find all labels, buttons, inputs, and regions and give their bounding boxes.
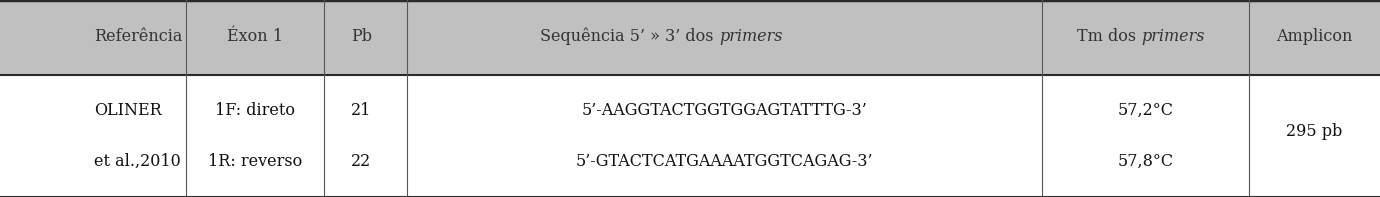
Text: primers: primers bbox=[1141, 28, 1205, 45]
Text: OLINER: OLINER bbox=[94, 102, 161, 119]
Text: 22: 22 bbox=[352, 153, 371, 170]
Text: Éxon 1: Éxon 1 bbox=[228, 28, 283, 45]
Text: 1F: direto: 1F: direto bbox=[215, 102, 295, 119]
Text: 21: 21 bbox=[352, 102, 371, 119]
Text: 5’-AAGGTACTGGTGGAGTATTTG-3’: 5’-AAGGTACTGGTGGAGTATTTG-3’ bbox=[581, 102, 868, 119]
Text: primers: primers bbox=[719, 28, 782, 45]
Text: 295 pb: 295 pb bbox=[1286, 124, 1343, 140]
Text: 57,2°C: 57,2°C bbox=[1118, 102, 1173, 119]
Text: Tm dos: Tm dos bbox=[1076, 28, 1141, 45]
Text: et al.,2010: et al.,2010 bbox=[94, 153, 181, 170]
Text: Referência: Referência bbox=[94, 28, 182, 45]
Text: Amplicon: Amplicon bbox=[1276, 28, 1352, 45]
Text: 1R: reverso: 1R: reverso bbox=[208, 153, 302, 170]
Text: Pb: Pb bbox=[351, 28, 373, 45]
Text: Sequência 5’ » 3’ dos: Sequência 5’ » 3’ dos bbox=[541, 28, 719, 45]
Bar bbox=[0, 0, 1380, 75]
Text: 5’-GTACTCATGAAAATGGTCAGAG-3’: 5’-GTACTCATGAAAATGGTCAGAG-3’ bbox=[575, 153, 874, 170]
Text: 57,8°C: 57,8°C bbox=[1118, 153, 1173, 170]
